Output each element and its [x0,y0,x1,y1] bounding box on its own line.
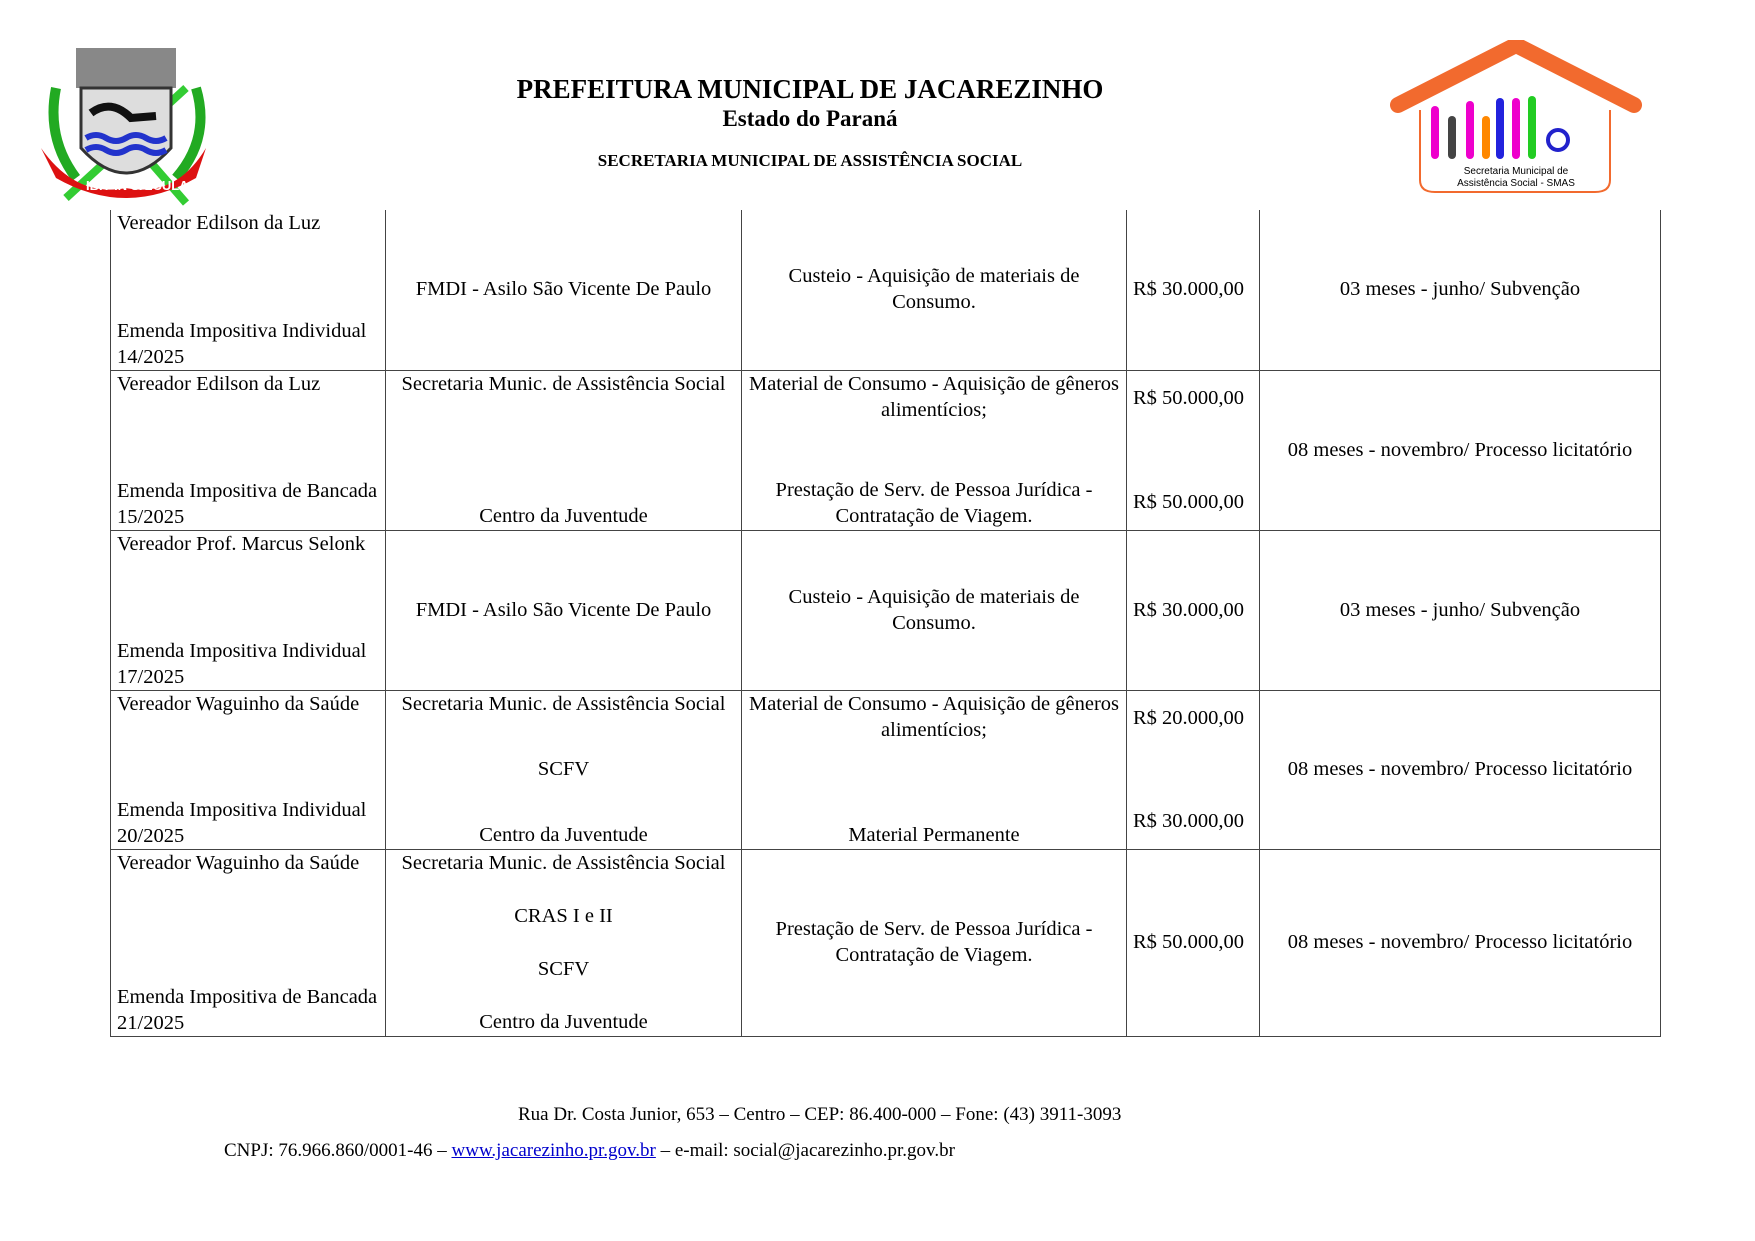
author-name: Vereador Waguinho da Saúde [117,692,360,715]
term-description: 03 meses - junho/ Subvenção [1339,598,1581,621]
beneficiary-cell: FMDI - Asilo São Vicente De Paulo [385,529,742,691]
smas-logo: Secretaria Municipal de Assistência Soci… [1390,40,1642,193]
author-name: Vereador Waguinho da Saúde [117,851,360,874]
term-cell: 08 meses - novembro/ Processo licitatóri… [1259,689,1661,850]
author-name: Vereador Edilson da Luz [117,372,321,395]
amendment-id: Emenda Impositiva Individual 20/2025 [117,798,367,847]
beneficiary: Secretaria Munic. de Assistência Social [401,372,726,395]
beneficiary: Centro da Juventude [479,1010,648,1033]
amount-cell: R$ 50.000,00 R$ 50.000,00 [1126,369,1260,531]
purpose: Prestação de Serv. de Pessoa Jurídica - … [775,478,1093,527]
amount-cell: R$ 30.000,00 [1126,210,1260,371]
beneficiary-cell: FMDI - Asilo São Vicente De Paulo [385,210,742,371]
purpose: Custeio - Aquisição de materiais de Cons… [788,265,1080,313]
amount: R$ 20.000,00 [1133,706,1245,729]
svg-text:Assistência Social - SMAS: Assistência Social - SMAS [1457,178,1575,189]
author-cell: Vereador Edilson da Luz Emenda Impositiva… [110,369,386,531]
amount: R$ 50.000,00 [1133,931,1245,953]
svg-text:Secretaria Municipal de: Secretaria Municipal de [1464,166,1569,177]
table-row: Vereador Waguinho da Saúde Emenda Imposit… [110,689,1661,850]
author-cell: Vereador Waguinho da Saúde Emenda Imposit… [110,848,386,1037]
term-description: 08 meses - novembro/ Processo licitatóri… [1287,438,1633,461]
term-cell: 03 meses - junho/ Subvenção [1259,210,1661,371]
beneficiary: Centro da Juventude [479,823,648,846]
amount: R$ 30.000,00 [1133,598,1245,621]
beneficiary: FMDI - Asilo São Vicente De Paulo [415,278,712,300]
term-cell: 03 meses - junho/ Subvenção [1259,529,1661,691]
purpose-cell: Custeio - Aquisição de materiais de Cons… [741,210,1127,371]
beneficiary: Secretaria Munic. de Assistência Social [401,851,726,874]
amendment-id: Emenda Impositiva de Bancada 15/2025 [117,479,378,528]
beneficiary: CRAS I e II [514,904,613,927]
purpose-cell: Custeio - Aquisição de materiais de Cons… [741,529,1127,691]
beneficiary: FMDI - Asilo São Vicente De Paulo [415,598,712,621]
purpose: Custeio - Aquisição de materiais de Cons… [788,585,1080,634]
term-cell: 08 meses - novembro/ Processo licitatóri… [1259,848,1661,1037]
municipal-crest-logo: IBIT IN SÆCULA [41,48,206,206]
footer-email: – e-mail: social@jacarezinho.pr.gov.br [660,1140,955,1161]
beneficiary: SCFV [537,957,590,980]
term-description: 08 meses - novembro/ Processo licitatóri… [1287,931,1633,953]
website-link[interactable]: www.jacarezinho.pr.gov.br [451,1140,656,1161]
amendment-id: Emenda Impositiva Individual 17/2025 [117,639,367,688]
beneficiary-cell: Secretaria Munic. de Assistência Social S… [385,689,742,850]
amount: R$ 50.000,00 [1133,386,1245,409]
author-name: Vereador Prof. Marcus Selonk [117,532,366,555]
amount: R$ 30.000,00 [1133,278,1245,300]
beneficiary: SCFV [537,758,590,780]
purpose-cell: Prestação de Serv. de Pessoa Jurídica - … [741,848,1127,1037]
author-name: Vereador Edilson da Luz [117,212,321,234]
amount: R$ 30.000,00 [1133,809,1245,832]
author-cell: Vereador Edilson da Luz Emenda Impositiva… [110,210,386,371]
department-title: SECRETARIA MUNICIPAL DE ASSISTÊNCIA SOCI… [597,151,1023,170]
amendments-table: Vereador Edilson da Luz Emenda Impositiva… [110,210,1661,1037]
amendment-id: Emenda Impositiva de Bancada 21/2025 [117,985,378,1034]
amount: R$ 50.000,00 [1133,490,1245,513]
beneficiary-cell: Secretaria Munic. de Assistência Social C… [385,848,742,1037]
amount-cell: R$ 30.000,00 [1126,529,1260,691]
footer-cnpj: CNPJ: 76.966.860/0001-46 – [224,1140,447,1161]
table-row: Vereador Waguinho da Saúde Emenda Imposit… [110,848,1661,1037]
author-cell: Vereador Prof. Marcus Selonk Emenda Impos… [110,529,386,691]
amount-cell: R$ 20.000,00 R$ 30.000,00 [1126,689,1260,850]
amount-cell: R$ 50.000,00 [1126,848,1260,1037]
table-row: Vereador Edilson da Luz Emenda Impositiva… [110,369,1661,531]
purpose-cell: Material de Consumo - Aquisição de gêner… [741,689,1127,850]
term-description: 08 meses - novembro/ Processo licitatóri… [1287,758,1633,780]
table-row: Vereador Edilson da Luz Emenda Impositiva… [110,210,1661,371]
purpose-cell: Material de Consumo - Aquisição de gêner… [741,369,1127,531]
term-cell: 08 meses - novembro/ Processo licitatóri… [1259,369,1661,531]
purpose: Material Permanente [848,823,1020,846]
svg-text:IBIT IN SÆCULA: IBIT IN SÆCULA [86,178,189,193]
purpose: Material de Consumo - Aquisição de gêner… [748,372,1120,421]
author-cell: Vereador Waguinho da Saúde Emenda Imposit… [110,689,386,850]
beneficiary: Secretaria Munic. de Assistência Social [401,692,726,715]
state-subtitle: Estado do Paraná [722,106,898,131]
page-title: PREFEITURA MUNICIPAL DE JACAREZINHO [516,74,1104,104]
amendment-id: Emenda Impositiva Individual 14/2025 [117,319,367,368]
footer-contact: CNPJ: 76.966.860/0001-46 – www.jacarezin… [224,1140,955,1162]
term-description: 03 meses - junho/ Subvenção [1339,278,1581,300]
purpose: Prestação de Serv. de Pessoa Jurídica - … [775,918,1093,966]
beneficiary: Centro da Juventude [479,504,648,527]
purpose: Material de Consumo - Aquisição de gêner… [748,692,1120,741]
beneficiary-cell: Secretaria Munic. de Assistência Social C… [385,369,742,531]
table-row: Vereador Prof. Marcus Selonk Emenda Impos… [110,529,1661,691]
footer-address: Rua Dr. Costa Junior, 653 – Centro – CEP… [518,1104,1122,1125]
